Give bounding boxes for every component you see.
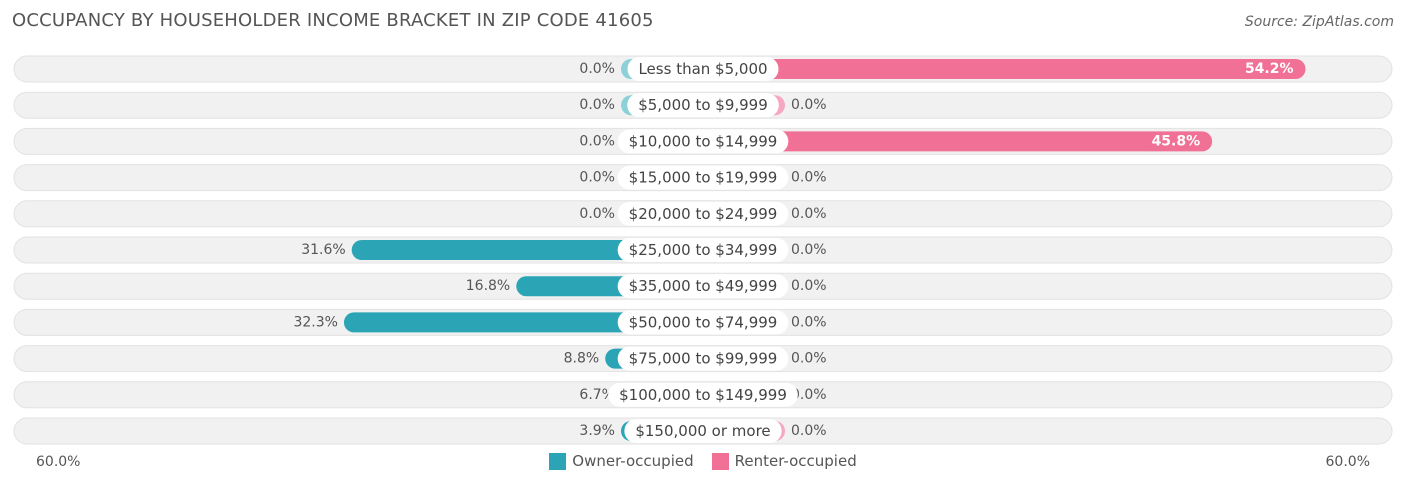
category-label: $15,000 to $19,999 <box>629 169 778 187</box>
category-label: Less than $5,000 <box>638 60 767 78</box>
axis-right-label: 60.0% <box>1325 454 1370 470</box>
renter-value-label: 0.0% <box>791 314 827 330</box>
legend-label-renter: Renter-occupied <box>734 452 857 470</box>
source-note: Source: ZipAtlas.com <box>1244 14 1394 30</box>
category-label-pill <box>608 382 798 407</box>
legend-label-owner: Owner-occupied <box>572 452 694 470</box>
owner-value-label: 6.7% <box>579 387 615 403</box>
category-label: $20,000 to $24,999 <box>629 205 778 223</box>
renter-value-label: 0.0% <box>791 242 827 258</box>
owner-bar <box>351 240 703 260</box>
category-label-pill <box>624 419 782 443</box>
category-label-pill <box>617 201 789 226</box>
renter-bar <box>703 131 1213 152</box>
renter-bar <box>703 59 1306 79</box>
category-label-pill <box>617 310 789 335</box>
owner-value-label: 31.6% <box>301 242 345 258</box>
category-label-pill <box>617 346 789 371</box>
category-label: $150,000 or more <box>635 422 770 440</box>
legend: Owner-occupied Renter-occupied <box>0 452 1406 470</box>
category-label-pill <box>627 57 779 81</box>
chart-title: OCCUPANCY BY HOUSEHOLDER INCOME BRACKET … <box>12 10 654 31</box>
owner-value-label: 0.0% <box>579 61 615 77</box>
category-label: $35,000 to $49,999 <box>629 277 778 295</box>
category-label: $5,000 to $9,999 <box>638 96 768 114</box>
category-label: $75,000 to $99,999 <box>629 350 778 368</box>
category-label-pill <box>617 238 789 262</box>
legend-swatch-renter <box>711 452 729 470</box>
legend-item-renter: Renter-occupied <box>711 452 857 470</box>
renter-value-label: 0.0% <box>791 206 827 222</box>
owner-value-label: 0.0% <box>579 97 615 113</box>
owner-value-label: 3.9% <box>579 423 615 439</box>
owner-value-label: 32.3% <box>293 314 337 330</box>
renter-value-label: 0.0% <box>791 351 827 367</box>
chart-svg: 0.0% 54.2% Less than $5,000 0.0% 0.0% $5,000 … <box>13 55 1393 445</box>
category-label: $25,000 to $34,999 <box>629 241 778 259</box>
renter-value-label: 0.0% <box>791 97 827 113</box>
owner-value-label: 0.0% <box>579 133 615 149</box>
owner-bar <box>343 312 703 333</box>
owner-value-label: 8.8% <box>564 351 600 367</box>
category-label-pill <box>617 129 789 154</box>
category-label: $10,000 to $14,999 <box>629 132 778 150</box>
renter-value-label: 0.0% <box>791 387 827 403</box>
category-label-pill <box>627 93 779 118</box>
category-label-pill <box>617 274 789 299</box>
legend-item-owner: Owner-occupied <box>549 452 694 470</box>
category-label-pill <box>617 165 789 190</box>
owner-value-label: 16.8% <box>466 278 510 294</box>
renter-value-label: 0.0% <box>791 278 827 294</box>
renter-value-label: 54.2% <box>1245 61 1294 77</box>
category-label: $50,000 to $74,999 <box>629 313 778 331</box>
renter-value-label: 45.8% <box>1152 133 1201 149</box>
legend-swatch-owner <box>549 452 567 470</box>
owner-value-label: 0.0% <box>579 206 615 222</box>
category-label: $100,000 to $149,999 <box>619 386 787 404</box>
renter-value-label: 0.0% <box>791 423 827 439</box>
axis-left-label: 60.0% <box>36 454 81 470</box>
renter-value-label: 0.0% <box>791 170 827 186</box>
owner-value-label: 0.0% <box>579 170 615 186</box>
